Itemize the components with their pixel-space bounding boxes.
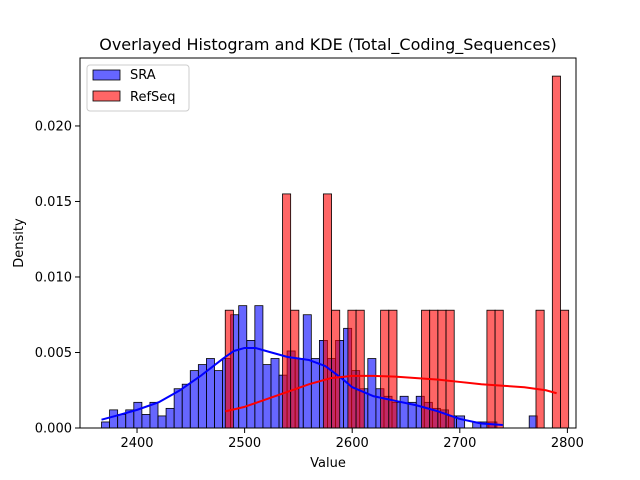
x-tick-label: 2500	[228, 436, 261, 451]
kde-lines	[101, 346, 557, 426]
sra-bar	[214, 370, 223, 429]
sra-bar	[165, 407, 175, 429]
x-axis-label: Value	[310, 456, 346, 471]
legend-swatch-sra	[92, 69, 121, 81]
refseq-bar	[290, 309, 300, 429]
sra-kde-line	[101, 346, 503, 426]
x-tick-label: 2600	[336, 436, 369, 451]
refseq-bars	[224, 75, 570, 429]
y-tick-label: 0.005	[35, 346, 72, 361]
sra-bar	[399, 395, 409, 429]
refseq-bar	[535, 309, 545, 429]
refseq-bar	[380, 309, 390, 429]
legend-label-refseq: RefSeq	[130, 90, 176, 105]
refseq-bar	[355, 309, 365, 429]
y-axis-ticks: 0.000 0.005 0.010 0.015 0.020	[35, 119, 80, 437]
sra-bar	[149, 401, 159, 429]
refseq-bar	[437, 309, 447, 429]
refseq-bar	[421, 309, 431, 429]
x-tick-label: 2400	[120, 436, 153, 451]
sra-bar	[133, 401, 143, 429]
y-tick-label: 0.010	[35, 270, 72, 285]
chart-title: Overlayed Histogram and KDE (Total_Codin…	[99, 35, 557, 55]
sra-bar	[117, 414, 127, 429]
y-axis-label: Density	[12, 218, 27, 268]
sra-bar	[270, 358, 280, 429]
refseq-bar	[445, 309, 455, 429]
refseq-bar	[331, 309, 341, 429]
sra-bar	[302, 314, 312, 429]
sra-bar	[157, 415, 167, 429]
refseq-bar	[388, 309, 398, 429]
plot-frame	[79, 57, 577, 429]
sra-bar	[101, 421, 110, 429]
y-tick-label: 0.000	[35, 422, 72, 437]
refseq-bar	[551, 75, 561, 429]
refseq-bar	[322, 193, 332, 429]
refseq-bar	[494, 309, 504, 429]
refseq-bar	[486, 309, 496, 429]
sra-bar	[246, 340, 256, 429]
legend: SRA RefSeq	[86, 64, 190, 112]
legend-label-sra: SRA	[130, 68, 156, 83]
refseq-kde-line	[225, 374, 557, 413]
x-axis-ticks: 2400 2500 2600 2700 2800	[120, 428, 584, 451]
sra-bar	[173, 388, 183, 429]
sra-bar	[238, 305, 248, 429]
sra-bar	[407, 401, 417, 429]
sra-bar	[181, 383, 191, 429]
sra-bar	[254, 305, 264, 429]
sra-bar	[109, 409, 119, 429]
sra-bar	[310, 358, 320, 429]
legend-swatch-refseq	[92, 90, 121, 102]
refseq-bar	[347, 309, 357, 429]
y-tick-label: 0.015	[35, 195, 72, 210]
x-tick-label: 2700	[443, 436, 476, 451]
refseq-bar	[560, 309, 570, 429]
y-tick-label: 0.020	[35, 119, 72, 134]
x-tick-label: 2800	[551, 436, 584, 451]
sra-bar	[141, 414, 151, 429]
sra-bar	[262, 364, 272, 429]
